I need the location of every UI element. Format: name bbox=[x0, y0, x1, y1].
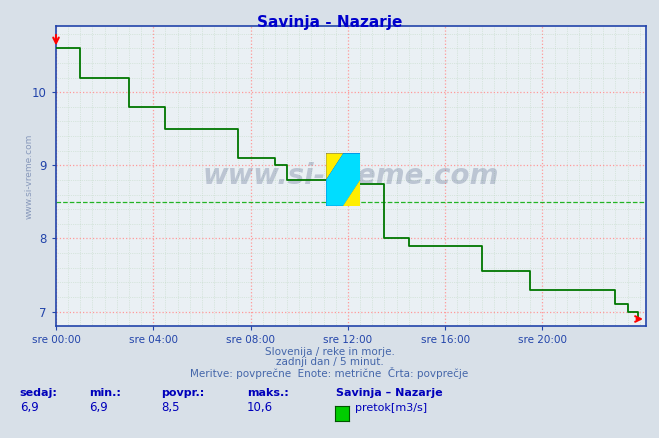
Text: 6,9: 6,9 bbox=[20, 401, 38, 414]
Text: www.si-vreme.com: www.si-vreme.com bbox=[203, 162, 499, 190]
Text: 10,6: 10,6 bbox=[247, 401, 273, 414]
Y-axis label: www.si-vreme.com: www.si-vreme.com bbox=[25, 134, 34, 219]
Text: sedaj:: sedaj: bbox=[20, 389, 57, 399]
Text: Savinja – Nazarje: Savinja – Nazarje bbox=[336, 389, 443, 399]
Text: maks.:: maks.: bbox=[247, 389, 289, 399]
Polygon shape bbox=[326, 153, 360, 206]
Text: min.:: min.: bbox=[89, 389, 121, 399]
Text: pretok[m3/s]: pretok[m3/s] bbox=[355, 403, 426, 413]
Polygon shape bbox=[326, 153, 343, 180]
Text: 8,5: 8,5 bbox=[161, 401, 180, 414]
Text: 6,9: 6,9 bbox=[89, 401, 107, 414]
Text: Slovenija / reke in morje.: Slovenija / reke in morje. bbox=[264, 347, 395, 357]
Text: Savinja - Nazarje: Savinja - Nazarje bbox=[257, 15, 402, 30]
Polygon shape bbox=[343, 180, 360, 206]
Text: zadnji dan / 5 minut.: zadnji dan / 5 minut. bbox=[275, 357, 384, 367]
Text: Meritve: povprečne  Enote: metrične  Črta: povprečje: Meritve: povprečne Enote: metrične Črta:… bbox=[190, 367, 469, 378]
Text: povpr.:: povpr.: bbox=[161, 389, 205, 399]
Polygon shape bbox=[326, 153, 360, 206]
